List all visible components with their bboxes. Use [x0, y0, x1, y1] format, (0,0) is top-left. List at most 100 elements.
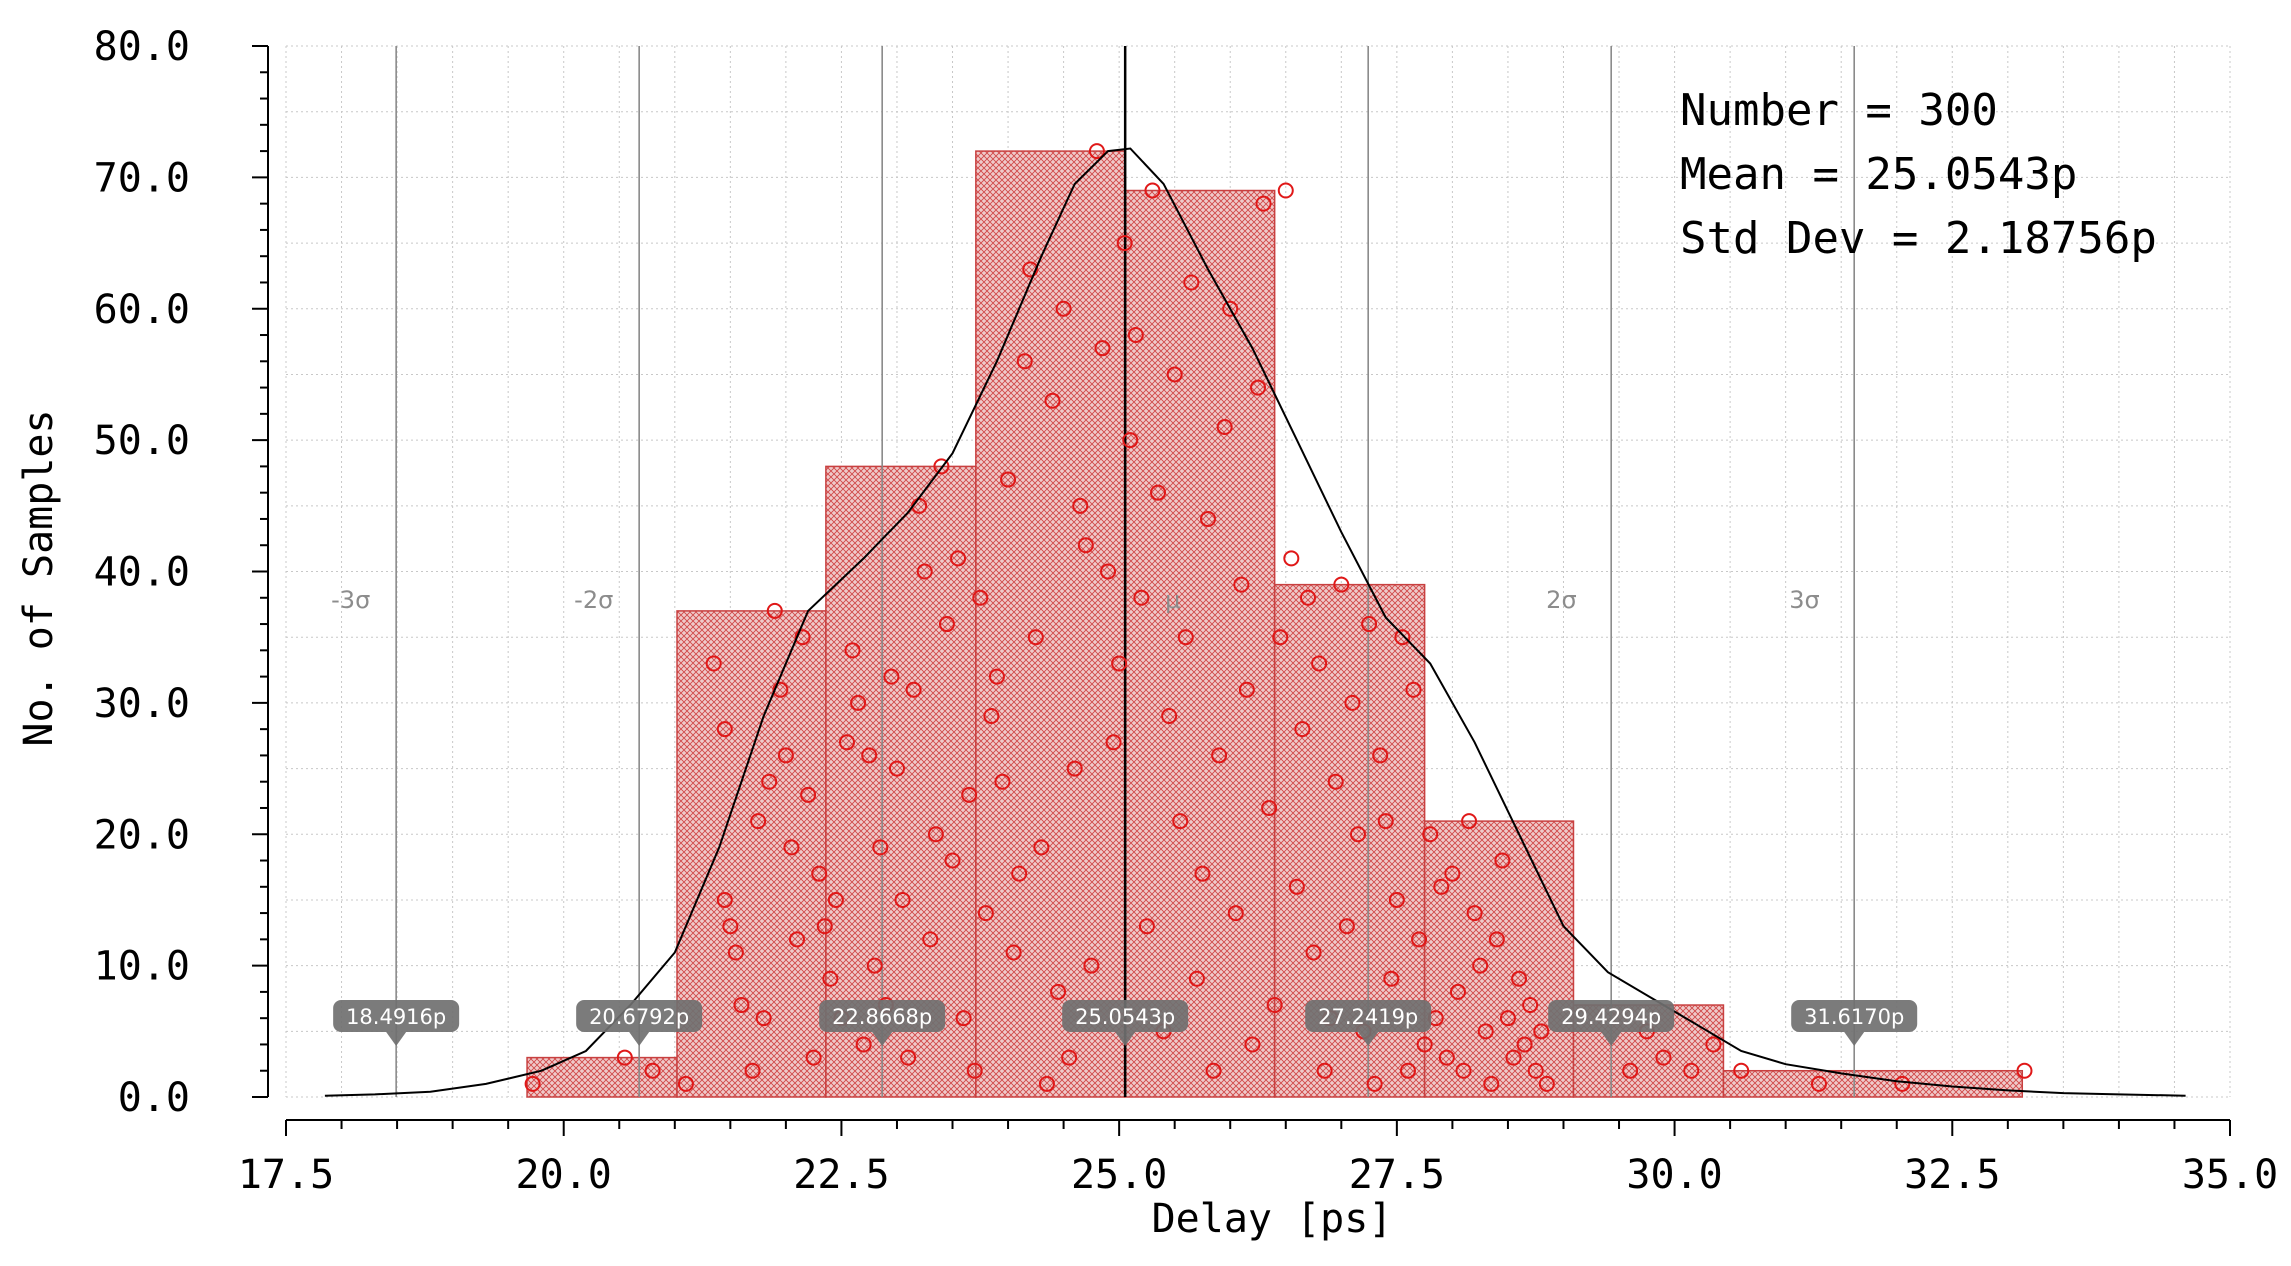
x-tick-label: 30.0: [1626, 1152, 1722, 1198]
sample-point: [1150, 484, 1167, 501]
sigma-marker-box: [1791, 1000, 1918, 1032]
sample-point: [1655, 1049, 1672, 1066]
sample-point: [1227, 905, 1244, 922]
sample-point: [1283, 550, 1300, 567]
sample-point: [766, 602, 783, 619]
y-tick-label: 50.0: [94, 418, 190, 464]
stats-mean: Mean = 25.0543p: [1680, 149, 2077, 200]
sample-point: [1033, 839, 1050, 856]
sample-point: [1511, 970, 1528, 987]
sample-point: [1094, 340, 1111, 357]
sigma-marker-6: 31.6170p: [1791, 1000, 1918, 1046]
sample-point: [850, 694, 867, 711]
sample-point: [855, 1036, 872, 1053]
sample-point: [988, 668, 1005, 685]
y-tick-label: 60.0: [94, 287, 190, 333]
sample-point: [744, 1062, 761, 1079]
sample-point: [1488, 931, 1505, 948]
sample-point: [1733, 1062, 1750, 1079]
sample-point: [816, 918, 833, 935]
sample-point: [1111, 655, 1128, 672]
sigma-marker-label: 31.6170p: [1804, 1005, 1904, 1029]
sample-point: [1233, 576, 1250, 593]
sample-point: [1372, 747, 1389, 764]
sample-point: [822, 970, 839, 987]
sample-point: [861, 747, 878, 764]
sample-point: [1044, 392, 1061, 409]
sample-point: [1166, 366, 1183, 383]
histogram-bar-6: [1423, 820, 1575, 1098]
sample-point: [872, 839, 889, 856]
sample-point: [1016, 353, 1033, 370]
sigma-marker-pointer: [872, 1032, 893, 1046]
sigma-marker-pointer: [629, 1032, 650, 1046]
x-tick-label: 17.5: [238, 1152, 334, 1198]
sigma-marker-label: 25.0543p: [1075, 1005, 1175, 1029]
sigma-marker-box: [576, 1000, 703, 1032]
stats-std-dev: Std Dev = 2.18756p: [1680, 213, 2157, 264]
sample-point: [1705, 1036, 1722, 1053]
sample-point: [705, 655, 722, 672]
sample-point: [827, 891, 844, 908]
sample-point: [1161, 708, 1178, 725]
sigma-marker-box: [333, 1000, 460, 1032]
sample-point: [794, 629, 811, 646]
sample-point: [1394, 629, 1411, 646]
sample-point: [1444, 865, 1461, 882]
sample-point: [1299, 589, 1316, 606]
sample-point: [1061, 1049, 1078, 1066]
sample-point: [955, 1010, 972, 1027]
sample-point: [1499, 1010, 1516, 1027]
sample-point: [733, 997, 750, 1014]
sigma-marker-box: [1062, 1000, 1189, 1032]
x-tick-label: 22.5: [793, 1152, 889, 1198]
sample-point: [1022, 261, 1039, 278]
sample-point: [644, 1062, 661, 1079]
sample-point: [1183, 274, 1200, 291]
sigma-markers: 18.4916p 20.6792p 22.8668p 25.0543p 27.2419p…: [333, 1000, 1918, 1046]
sample-point: [1533, 1023, 1550, 1040]
x-tick-label: 27.5: [1349, 1152, 1445, 1198]
sample-point: [966, 1062, 983, 1079]
sigma-marker-label: 29.4294p: [1561, 1005, 1661, 1029]
sample-point: [977, 905, 994, 922]
sample-point: [722, 918, 739, 935]
sample-point: [800, 786, 817, 803]
sample-point: [1216, 418, 1233, 435]
sigma-marker-5: 29.4294p: [1548, 1000, 1675, 1046]
sample-point: [1422, 826, 1439, 843]
sample-point: [1483, 1075, 1500, 1092]
y-tick-label: 20.0: [94, 812, 190, 858]
sigma-marker-box: [1548, 1000, 1675, 1032]
sample-point: [1466, 905, 1483, 922]
sigma-marker-label: 27.2419p: [1318, 1005, 1418, 1029]
sample-point: [616, 1049, 633, 1066]
axes: 17.5 20.0 22.5 25.0 27.5 30.0 32.5 35.0 0.0 10.0 2…: [94, 24, 2278, 1198]
sample-point: [755, 1010, 772, 1027]
sample-point: [1461, 813, 1478, 830]
sample-point: [1205, 1062, 1222, 1079]
sample-point: [811, 865, 828, 882]
histogram-bars: [526, 150, 2024, 1098]
sample-point: [1288, 878, 1305, 895]
sample-point: [1116, 235, 1133, 252]
sample-point: [1144, 182, 1161, 199]
sample-point: [1177, 629, 1194, 646]
sigma-marker-3: 25.0543p: [1062, 1000, 1189, 1046]
sample-point: [1449, 983, 1466, 1000]
sample-point: [761, 773, 778, 790]
sample-point: [838, 734, 855, 751]
sample-point: [883, 668, 900, 685]
y-tick-label: 10.0: [94, 944, 190, 990]
sigma-marker-1: 20.6792p: [576, 1000, 703, 1046]
stats-box: Number = 300 Mean = 25.0543p Std Dev = 2…: [1680, 85, 2157, 264]
sample-point: [844, 642, 861, 659]
sample-point: [1027, 629, 1044, 646]
sample-point: [1433, 878, 1450, 895]
sample-point: [1538, 1075, 1555, 1092]
sigma-marker-label: 20.6792p: [589, 1005, 689, 1029]
y-tick-label: 80.0: [94, 24, 190, 70]
fit-curve-layer: [324, 147, 2186, 1097]
sample-point: [944, 852, 961, 869]
